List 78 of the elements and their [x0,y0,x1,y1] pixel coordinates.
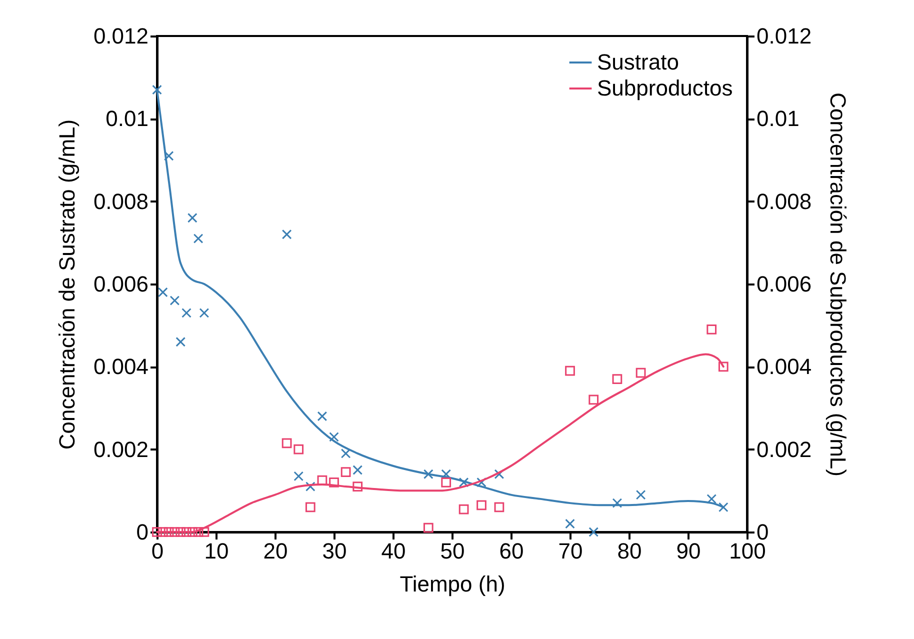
legend-label: Subproductos [597,76,733,100]
point [423,522,434,533]
x-axis-title: Tiempo (h) [400,572,506,596]
x-tick-label: 50 [440,538,465,564]
point [329,432,339,442]
x-tick-label: 90 [676,538,701,564]
point [352,465,363,475]
y-tick-label: 0.01 [106,106,148,132]
x-tick-label: 20 [263,538,288,564]
point [164,150,174,161]
point [152,84,162,95]
point [170,527,180,537]
point [588,527,599,537]
point [158,527,168,537]
point [340,448,351,458]
point [182,308,192,318]
point [565,366,575,376]
point [294,444,304,454]
point [340,467,351,477]
point [305,482,316,492]
y-tick-label: 0 [136,520,148,544]
point [164,527,174,537]
y-axis-title: Concentración de Sustrato (g/mL) [54,119,80,450]
x-tick-label: 60 [499,538,524,564]
point [612,374,622,384]
point [199,308,210,318]
point [193,234,204,244]
x-tick-label: 30 [322,538,347,564]
y2-tick-label: 0.002 [756,436,812,462]
point [423,469,434,480]
point [588,394,599,405]
point [718,502,728,512]
y-tick-label: 0.008 [93,188,148,214]
point [612,498,622,508]
point [494,502,504,512]
x-tick-label: 40 [381,538,406,564]
point [282,229,292,240]
point [441,477,452,488]
x-tick-label: 10 [204,538,229,564]
point [636,368,646,378]
point [158,287,168,298]
point [187,212,198,223]
y2-axis-title: Concentración de Subproductos (g/mL) [826,92,851,476]
y2-tick-label: 0.004 [756,354,812,380]
point [176,336,186,347]
point [565,518,575,529]
y-tick-label: 0.002 [93,436,148,462]
y-tick-label: 0.006 [93,272,148,296]
y2-tick-label: 0.012 [756,24,812,48]
y2-tick-label: 0.006 [756,272,812,296]
point [176,527,186,537]
y2-tick-label: 0.008 [756,188,812,214]
x-tick-label: 70 [558,538,583,564]
point [170,296,180,306]
point [317,411,328,422]
legend-label: Sustrato [597,50,679,74]
point [317,475,328,486]
point [352,482,363,492]
point [294,471,304,482]
point [193,527,204,537]
point [458,504,469,514]
point [636,490,646,500]
point [199,527,210,537]
point [329,477,339,488]
point [476,477,486,488]
point [706,494,717,504]
point [706,324,717,334]
y-tick-label: 0.004 [93,354,148,380]
y2-tick-label: 0.01 [756,106,800,132]
point [305,502,316,512]
x-tick-label: 0 [151,538,164,564]
point [718,362,728,372]
point [458,477,469,488]
point [282,438,292,448]
point [476,500,486,510]
y-tick-label: 0.012 [93,24,148,48]
x-tick-label: 80 [617,538,642,564]
point [187,527,198,537]
